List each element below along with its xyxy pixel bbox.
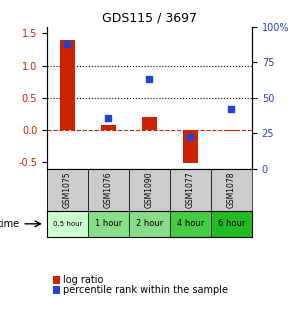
Point [188,135,193,140]
FancyBboxPatch shape [211,169,252,211]
FancyBboxPatch shape [170,211,211,237]
Text: 2 hour: 2 hour [136,219,163,228]
Title: GDS115 / 3697: GDS115 / 3697 [102,11,197,24]
Text: GSM1078: GSM1078 [227,172,236,208]
Text: percentile rank within the sample: percentile rank within the sample [63,285,228,295]
Bar [183,130,197,163]
Text: GSM1090: GSM1090 [145,171,154,208]
FancyBboxPatch shape [211,211,252,237]
Text: 0.5 hour: 0.5 hour [53,221,82,227]
FancyBboxPatch shape [88,169,129,211]
FancyBboxPatch shape [129,169,170,211]
Bar [142,117,157,130]
Bar [224,130,239,131]
Text: GSM1076: GSM1076 [104,171,113,208]
FancyBboxPatch shape [170,169,211,211]
FancyBboxPatch shape [47,169,88,211]
FancyBboxPatch shape [88,211,129,237]
Text: 6 hour: 6 hour [218,219,245,228]
FancyBboxPatch shape [47,211,88,237]
Bar [60,40,74,130]
Point [65,41,70,47]
FancyBboxPatch shape [129,211,170,237]
Text: GSM1075: GSM1075 [63,171,72,208]
Point [229,107,234,112]
Text: 1 hour: 1 hour [95,219,122,228]
Text: time: time [0,219,20,229]
Text: GSM1077: GSM1077 [186,171,195,208]
Bar [101,125,115,130]
Point [106,115,111,120]
Point [147,77,152,82]
Text: log ratio: log ratio [63,275,103,285]
Text: 4 hour: 4 hour [177,219,204,228]
